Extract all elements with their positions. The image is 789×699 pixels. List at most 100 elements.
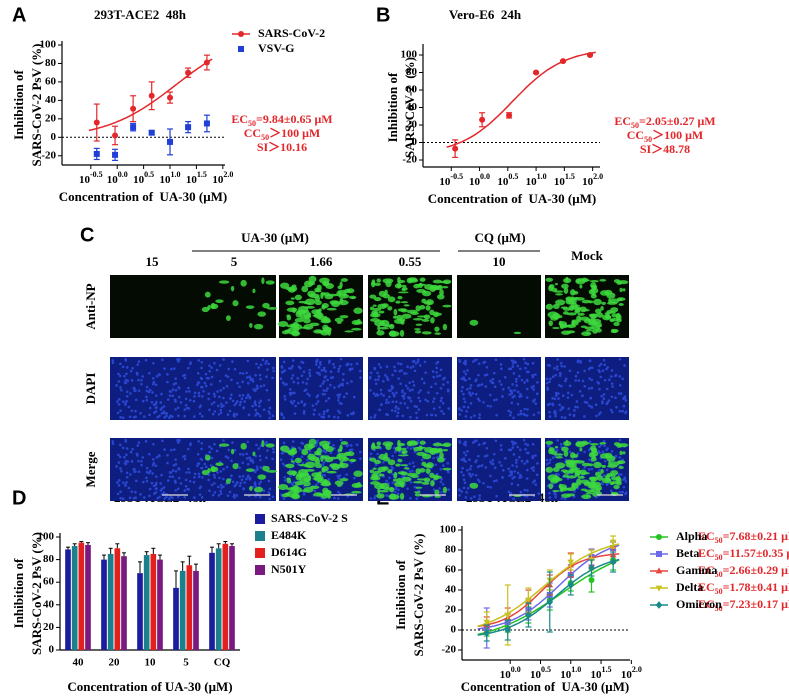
np-signal [373, 297, 382, 302]
nucleus [404, 384, 408, 388]
nucleus [464, 372, 468, 376]
np-signal [303, 487, 314, 493]
nucleus [231, 441, 234, 444]
nucleus [427, 391, 430, 394]
np-signal [415, 468, 421, 475]
np-signal [218, 443, 230, 447]
nucleus [174, 377, 177, 380]
nucleus [130, 490, 134, 494]
annotation: EC50=7.23±0.17 μM [698, 597, 789, 614]
nucleus [524, 361, 527, 365]
nucleus [318, 413, 321, 416]
np-signal [396, 477, 403, 483]
nucleus [469, 416, 473, 419]
nucleus [579, 360, 582, 363]
nucleus [415, 416, 419, 420]
nucleus [236, 400, 239, 403]
nucleus [177, 440, 180, 444]
nucleus [408, 381, 412, 385]
y-tick-label: 100 [440, 524, 457, 536]
np-signal [547, 311, 559, 319]
nucleus [519, 412, 523, 416]
nucleus [216, 404, 220, 408]
nucleus [233, 367, 237, 371]
nucleus [226, 494, 230, 497]
nucleus [512, 453, 516, 456]
nucleus [500, 383, 503, 386]
x-tick-label: 101.0 [560, 665, 581, 680]
y-tick-label: 60 [445, 564, 457, 576]
y-tick-label: 80 [406, 66, 418, 78]
nucleus [226, 375, 230, 379]
np-signal [554, 283, 558, 286]
nucleus [576, 359, 580, 362]
row-label: Merge [83, 451, 98, 487]
nucleus [124, 403, 127, 406]
nucleus [536, 462, 539, 465]
nucleus [534, 454, 537, 457]
nucleus [595, 414, 598, 418]
nucleus [554, 414, 557, 418]
nucleus [374, 378, 377, 382]
np-signal [252, 451, 256, 457]
nucleus [393, 409, 397, 413]
annotation-part: 50 [715, 604, 723, 613]
nucleus [531, 456, 535, 460]
nucleus [327, 397, 331, 400]
x-tick-label: 100.5 [530, 665, 551, 680]
nucleus [255, 443, 258, 447]
nucleus [305, 382, 308, 385]
nucleus [174, 458, 177, 461]
nucleus [598, 468, 601, 472]
np-signal [599, 290, 610, 296]
nucleus [324, 450, 327, 454]
nucleus [349, 444, 353, 447]
nucleus [137, 441, 141, 444]
nucleus [384, 401, 388, 405]
np-signal [442, 286, 449, 289]
np-signal [388, 494, 400, 500]
nucleus [346, 362, 349, 366]
nucleus [265, 375, 268, 378]
nucleus [128, 496, 132, 500]
nucleus [420, 458, 424, 462]
nucleus [259, 480, 263, 484]
nucleus [408, 389, 412, 392]
np-signal [303, 324, 314, 330]
nucleus [509, 494, 512, 498]
nucleus [314, 444, 318, 447]
nucleus [215, 449, 219, 453]
np-signal [437, 457, 445, 463]
np-signal [346, 288, 355, 294]
nucleus [495, 494, 498, 498]
y-tick-label: -20 [402, 154, 417, 166]
legend-label: Delta [676, 580, 703, 594]
nucleus [211, 412, 215, 416]
nucleus [464, 496, 468, 499]
nucleus [116, 492, 120, 496]
nucleus [130, 409, 134, 413]
nucleus [209, 464, 213, 467]
nucleus [313, 489, 316, 493]
nucleus [248, 477, 252, 481]
nucleus [266, 368, 269, 371]
np-signal [434, 489, 440, 495]
np-signal [265, 443, 275, 448]
nucleus [157, 454, 161, 457]
nucleus [216, 471, 219, 474]
nucleus [495, 479, 498, 482]
np-signal [249, 323, 253, 328]
nucleus [494, 358, 498, 362]
nucleus [338, 411, 342, 415]
nucleus [177, 386, 180, 389]
legend-label: SARS-CoV-2 [258, 26, 325, 40]
np-signal [257, 311, 267, 317]
nucleus [165, 412, 169, 415]
nucleus [440, 490, 443, 494]
nucleus [385, 365, 389, 368]
np-signal [308, 438, 317, 446]
nucleus [271, 366, 275, 370]
nucleus [210, 375, 214, 379]
row-label: DAPI [83, 373, 98, 405]
np-signal [397, 440, 401, 445]
